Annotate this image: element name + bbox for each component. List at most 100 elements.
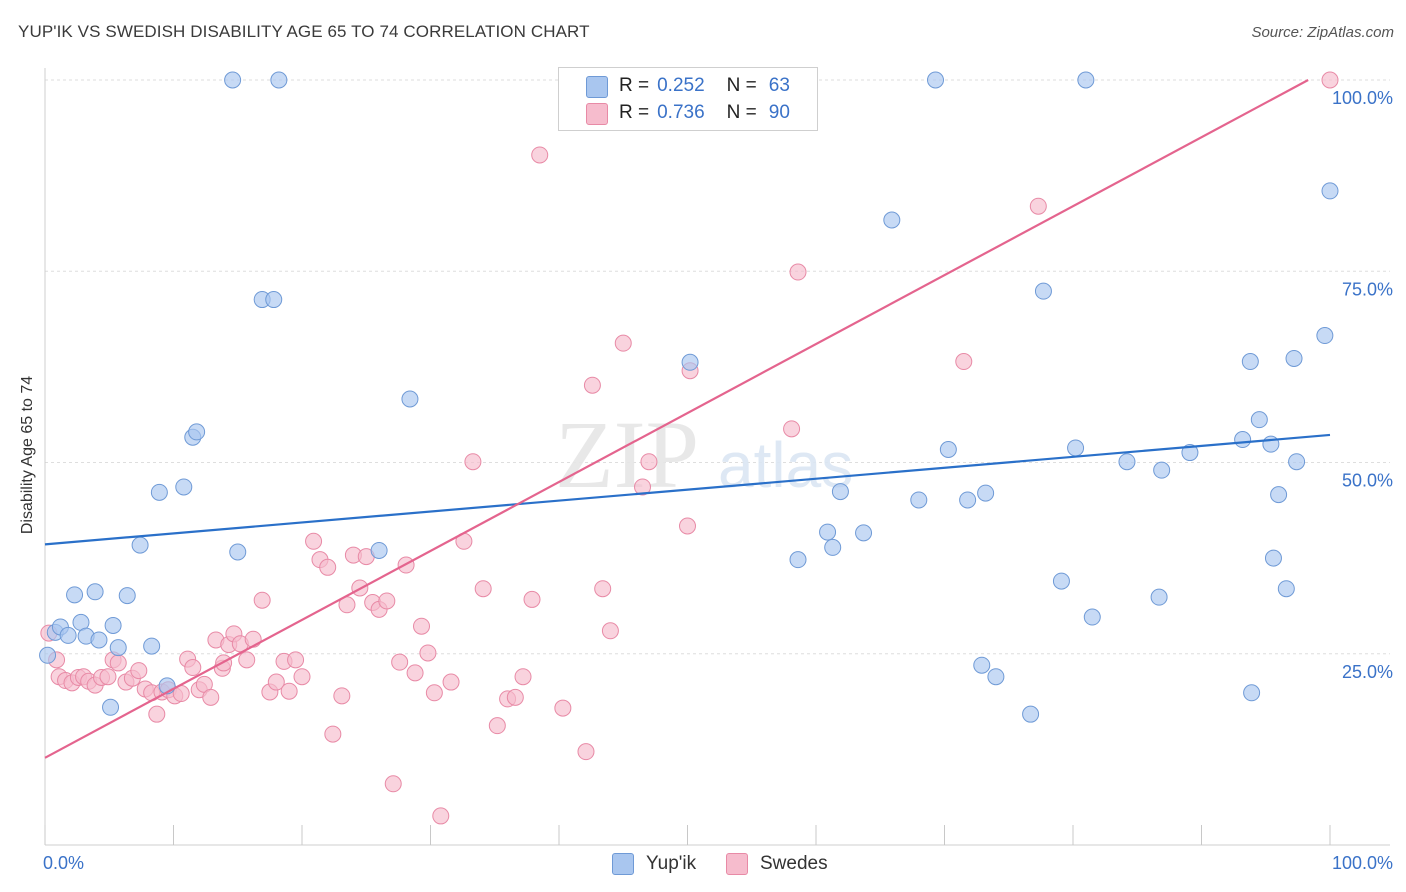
yupik-legend-swatch [612,853,634,875]
yupik-point [939,440,957,458]
swedes-point [419,644,437,662]
swedes-point [577,743,595,761]
yupik-point [66,586,84,604]
yupik-point [1153,461,1171,479]
yupik-point [229,543,247,561]
swedes-point [640,453,658,471]
yupik-point [1277,580,1295,598]
watermark-zip: ZIP [555,401,699,508]
swedes-point [333,687,351,705]
yupik-point [1150,588,1168,606]
yupik-point [90,631,108,649]
yupik-point [824,538,842,556]
swedes-point [280,682,298,700]
yupik-point [1288,453,1306,471]
swedes-point [955,353,973,371]
watermark: ZIP atlas [555,401,853,508]
swedes-point [789,263,807,281]
swedes-swatch [586,103,608,125]
yupik-point [855,524,873,542]
trend-lines [44,79,1331,759]
yupik-swatch [586,76,608,98]
yupik-point [910,491,928,509]
swedes-point [432,807,450,825]
x-tick-label: 0.0% [43,853,84,873]
yupik-point [1250,411,1268,429]
swedes-point [378,592,396,610]
swedes-point [109,654,127,672]
swedes-point [253,591,271,609]
swedes-point [1321,71,1339,89]
swedes-point [601,622,619,640]
swedes-point [614,334,632,352]
swedes-point [442,673,460,691]
yupik-point [59,626,77,644]
yupik-point [959,491,977,509]
yupik-point [1034,282,1052,300]
swedes-point [425,684,443,702]
swedes-point [244,630,262,648]
yupik-point [131,536,149,554]
swedes-point [413,617,431,635]
swedes-point [1029,197,1047,215]
swedes-point [506,688,524,706]
tick-labels: 25.0% 50.0% 75.0% 100.0% 0.0% 100.0% [43,88,1393,873]
y-tick-label: 25.0% [1342,662,1393,682]
swedes-trend-line [44,79,1309,759]
swedes-point [474,580,492,598]
yupik-point [270,71,288,89]
yupik-point [109,639,127,657]
yupik-point [1316,327,1334,345]
swedes-point [523,590,541,608]
r-label: R = [619,75,650,96]
r-value: 0.252 [657,75,705,96]
yupik-point [1077,71,1095,89]
yupik-point [1052,572,1070,590]
yupik-point [1241,353,1259,371]
yupik-point [1067,439,1085,457]
swedes-point [148,705,166,723]
swedes-point [384,775,402,793]
y-axis-label: Disability Age 65 to 74 [19,375,36,535]
swedes-point [514,668,532,686]
swedes-point [391,653,409,671]
swedes-legend-label: Swedes [760,853,828,874]
swedes-point [287,651,305,669]
gridlines [45,79,1390,655]
yupik-point [973,656,991,674]
swedes-point [406,664,424,682]
yupik-point [1270,486,1288,504]
legend-item-yupik: Yup'ik [612,851,696,877]
axes [44,68,1390,846]
stats-legend: R = 0.252 N = 63 R = 0.736 N = 90 [558,67,818,131]
stats-row-swedes: R = 0.736 N = 90 [586,101,790,125]
yupik-point [977,484,995,502]
yupik-point [789,551,807,569]
y-tick-label: 75.0% [1342,279,1393,299]
swedes-point [202,688,220,706]
swedes-point [99,668,117,686]
yupik-point [39,646,57,664]
swedes-point [488,717,506,735]
swedes-point [464,453,482,471]
swedes-point [305,532,323,550]
yupik-point [370,541,388,559]
yupik-point [102,698,120,716]
yupik-point [1234,431,1252,449]
swedes-point [293,668,311,686]
swedes-point [319,558,337,576]
yupik-point [1264,549,1282,567]
swedes-point [679,517,696,535]
yupik-point [819,523,837,541]
swedes-point [634,478,652,496]
yupik-point [831,483,849,501]
y-tick-label: 50.0% [1342,471,1393,491]
yupik-point [681,353,699,371]
n-value: 63 [768,75,790,96]
swedes-point [583,376,601,394]
n-label: N = [726,102,757,123]
yupik-point [118,587,136,605]
swedes-point [783,420,801,438]
yupik-point [1285,349,1303,367]
yupik-point [265,291,283,309]
